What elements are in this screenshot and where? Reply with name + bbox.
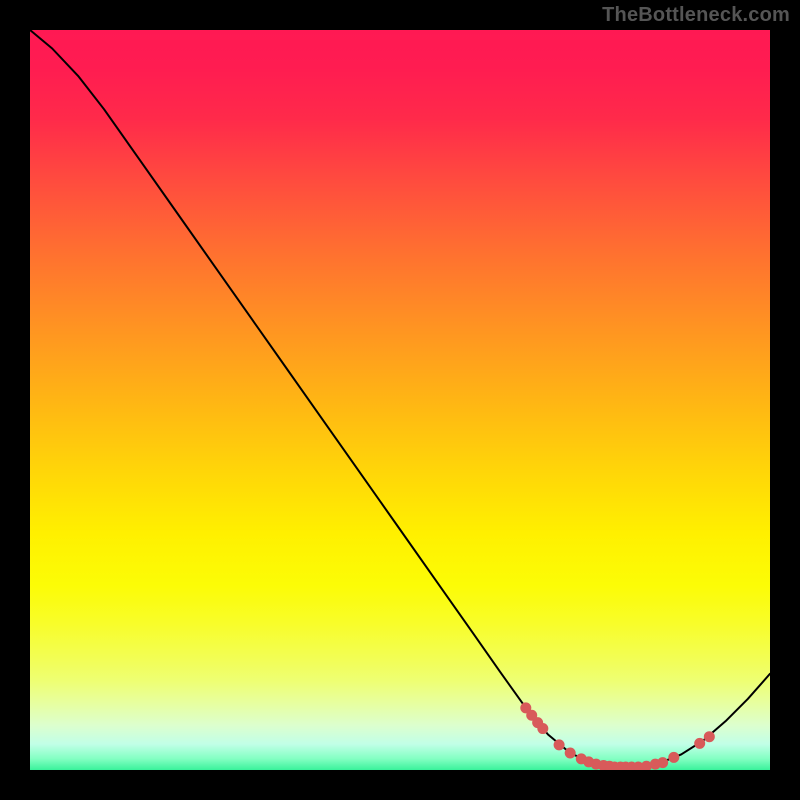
watermark-text: TheBottleneck.com — [602, 4, 790, 27]
data-marker — [704, 732, 714, 742]
data-marker — [695, 738, 705, 748]
data-marker — [669, 752, 679, 762]
plot-area — [30, 30, 770, 770]
plot-svg — [30, 30, 770, 770]
data-marker — [538, 724, 548, 734]
data-marker — [641, 761, 651, 770]
gradient-background — [30, 30, 770, 770]
chart-frame: TheBottleneck.com — [0, 0, 800, 800]
data-marker — [554, 740, 564, 750]
data-marker — [565, 748, 575, 758]
data-marker — [658, 758, 668, 768]
